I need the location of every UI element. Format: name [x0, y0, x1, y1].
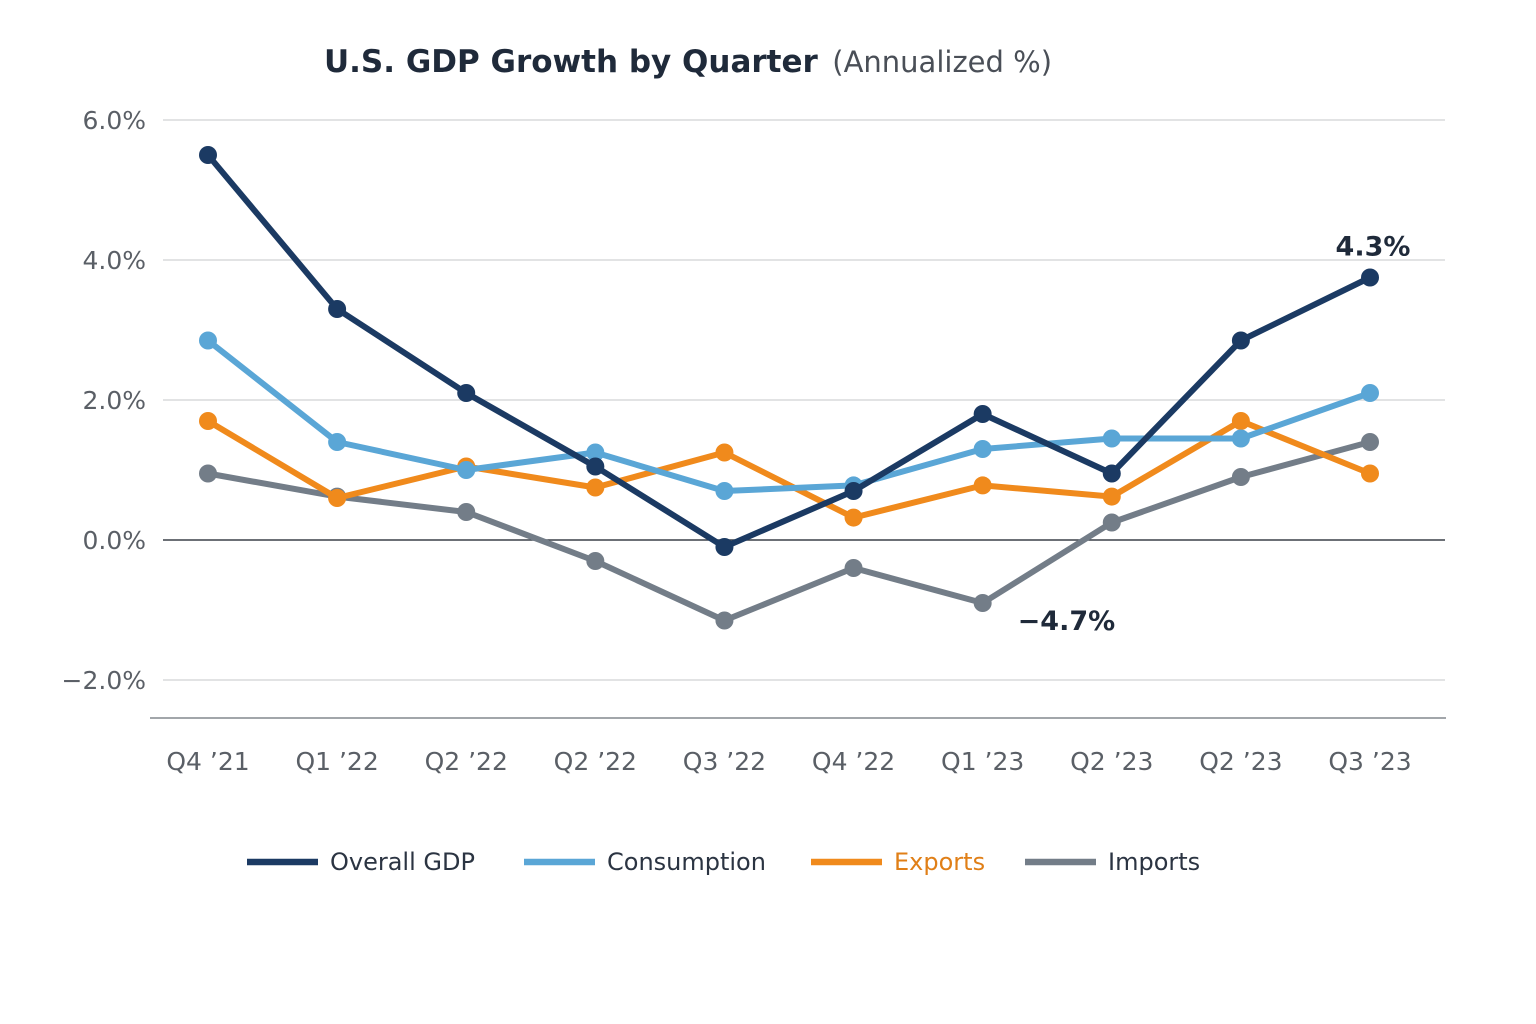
data-point-imports: [1361, 433, 1379, 451]
y-tick-label: 6.0%: [82, 106, 146, 135]
y-axis: 6.0% 4.0% 2.0% 0.0% −2.0%: [62, 106, 146, 695]
annotations: 4.3% −4.7%: [1018, 232, 1411, 638]
y-tick-label: 2.0%: [82, 386, 146, 415]
data-point-exports: [844, 508, 863, 527]
series-line-imports: [205, 439, 1373, 624]
data-point-consumption: [328, 433, 347, 451]
legend-item-overall-gdp: Overall GDP: [247, 848, 475, 876]
data-point-overall-gdp: [1102, 464, 1121, 483]
legend-item-exports: Exports: [811, 848, 985, 876]
data-point-exports: [715, 443, 734, 462]
legend: Overall GDP Consumption Exports Imports: [247, 848, 1200, 876]
data-point-imports: [1102, 513, 1121, 532]
x-tick-label: Q2 ’22: [554, 747, 637, 776]
data-point-consumption: [715, 482, 734, 500]
data-point-overall-gdp: [715, 538, 734, 556]
series-imports: [199, 433, 1379, 630]
series-consumption: [199, 331, 1379, 500]
data-point-exports: [1361, 464, 1379, 483]
series-exports: [199, 412, 1379, 527]
x-tick-label: Q4 ’21: [166, 747, 249, 776]
data-point-overall-gdp: [1361, 268, 1379, 287]
series-overall-gdp: [199, 146, 1379, 556]
legend-item-consumption: Consumption: [524, 848, 766, 876]
x-tick-label: Q1 ’23: [941, 747, 1024, 776]
data-point-imports: [586, 552, 605, 570]
x-tick-label: Q2 ’23: [1199, 747, 1282, 776]
data-point-consumption: [199, 331, 217, 350]
data-point-overall-gdp: [199, 146, 217, 164]
chart-title: U.S. GDP Growth by Quarter (Annualized %…: [324, 44, 1052, 80]
grid: [150, 119, 1446, 719]
data-point-imports: [844, 559, 863, 577]
legend-item-imports: Imports: [1025, 848, 1200, 876]
data-point-consumption: [1102, 429, 1121, 448]
series-line-exports: [205, 418, 1373, 521]
series-line-consumption: [205, 337, 1373, 494]
data-point-exports: [328, 489, 347, 507]
series-group: [199, 146, 1379, 630]
data-point-overall-gdp: [973, 405, 992, 423]
data-point-consumption: [586, 443, 605, 462]
y-tick-label: −2.0%: [62, 666, 146, 695]
data-point-overall-gdp: [1231, 331, 1250, 350]
x-tick-label: Q2 ’22: [425, 747, 508, 776]
x-tick-label: Q3 ’23: [1328, 747, 1411, 776]
data-point-overall-gdp: [457, 384, 476, 402]
y-tick-label: 0.0%: [82, 526, 146, 555]
chart-title-main: U.S. GDP Growth by Quarter: [324, 44, 819, 80]
data-point-imports: [973, 594, 992, 612]
data-point-overall-gdp: [844, 482, 863, 500]
chart-subtitle: (Annualized %): [832, 45, 1052, 79]
x-tick-label: Q2 ’23: [1070, 747, 1153, 776]
data-point-imports: [457, 503, 476, 521]
data-point-overall-gdp: [328, 300, 347, 318]
data-point-imports: [1231, 468, 1250, 486]
data-point-exports: [1102, 487, 1121, 506]
legend-label: Exports: [894, 848, 985, 876]
series-line-overall-gdp: [205, 152, 1373, 550]
data-point-exports: [199, 412, 217, 430]
data-point-exports: [1231, 412, 1250, 430]
data-point-imports: [715, 611, 734, 630]
x-axis: Q4 ’21 Q1 ’22 Q2 ’22 Q2 ’22 Q3 ’22 Q4 ’22 Q1 ’…: [166, 747, 1411, 776]
legend-label: Imports: [1108, 848, 1200, 876]
data-point-consumption: [973, 440, 992, 458]
x-tick-label: Q1 ’22: [295, 747, 378, 776]
data-point-consumption: [1361, 384, 1379, 402]
x-tick-label: Q3 ’22: [683, 747, 766, 776]
data-label: −4.7%: [1018, 606, 1116, 637]
y-tick-label: 4.0%: [82, 246, 146, 275]
x-tick-label: Q4 ’22: [812, 747, 895, 776]
data-point-imports: [199, 464, 217, 483]
data-point-consumption: [457, 461, 476, 479]
data-point-exports: [586, 478, 605, 497]
data-point-overall-gdp: [586, 457, 605, 476]
legend-label: Consumption: [607, 848, 766, 876]
data-label: 4.3%: [1336, 232, 1411, 263]
data-point-consumption: [1231, 429, 1250, 448]
data-point-exports: [973, 476, 992, 495]
legend-label: Overall GDP: [330, 848, 475, 876]
